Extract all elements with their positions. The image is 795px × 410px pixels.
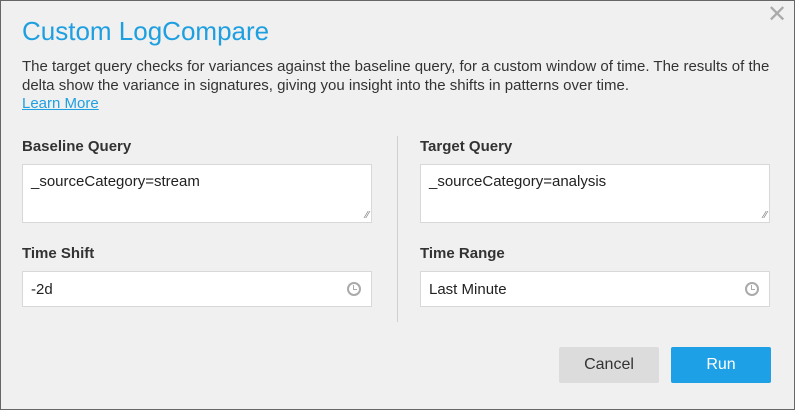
resize-handle-icon[interactable]: ⁄⁄: [365, 210, 369, 221]
clock-icon[interactable]: [745, 282, 759, 296]
dialog-description: The target query checks for variances ag…: [22, 58, 770, 94]
target-query-label: Target Query: [420, 138, 513, 155]
baseline-query-label: Baseline Query: [22, 138, 132, 155]
target-query-value: _sourceCategory=analysis: [429, 173, 607, 190]
clock-icon[interactable]: [347, 282, 361, 296]
time-shift-value: -2d: [31, 281, 53, 298]
time-range-label: Time Range: [420, 245, 505, 262]
time-range-value: Last Minute: [429, 281, 507, 298]
close-icon[interactable]: ✕: [767, 1, 788, 28]
time-range-input[interactable]: Last Minute: [420, 271, 770, 307]
column-divider: [397, 136, 398, 322]
cancel-button[interactable]: Cancel: [559, 347, 659, 383]
target-query-input[interactable]: _sourceCategory=analysis ⁄⁄: [420, 164, 770, 223]
dialog-title: Custom LogCompare: [22, 16, 270, 46]
time-shift-input[interactable]: -2d: [22, 271, 372, 307]
baseline-query-input[interactable]: _sourceCategory=stream ⁄⁄: [22, 164, 372, 223]
baseline-query-value: _sourceCategory=stream: [31, 173, 200, 190]
run-button[interactable]: Run: [671, 347, 771, 383]
resize-handle-icon[interactable]: ⁄⁄: [763, 210, 767, 221]
time-shift-label: Time Shift: [22, 245, 95, 262]
learn-more-link[interactable]: Learn More: [22, 95, 99, 112]
